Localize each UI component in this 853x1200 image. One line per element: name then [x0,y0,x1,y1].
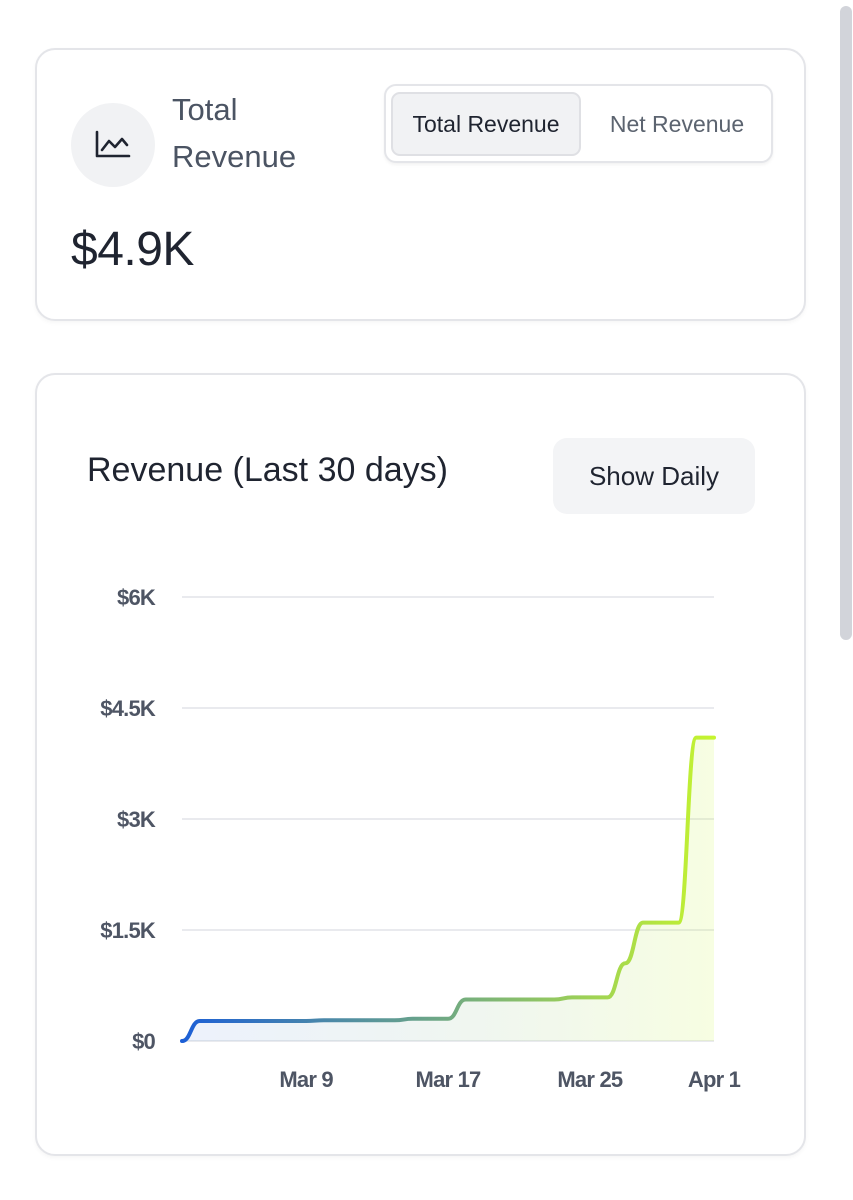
y-tick-label: $4.5K [100,696,156,721]
total-revenue-card: Total Revenue $4.9K Total Revenue Net Re… [35,48,806,321]
x-tick-label: Apr 1 [688,1067,741,1092]
revenue-line [180,735,716,1043]
x-tick-label: Mar 9 [279,1067,333,1092]
y-tick-label: $3K [117,807,156,832]
y-tick-label: $6K [117,585,156,610]
y-tick-label: $0 [132,1029,155,1054]
scrollbar-thumb[interactable] [840,6,852,640]
total-revenue-button[interactable]: Total Revenue [391,92,581,156]
show-daily-button[interactable]: Show Daily [553,438,755,514]
x-tick-label: Mar 25 [557,1067,622,1092]
revenue-area [182,737,714,1041]
revenue-chart-card: Revenue (Last 30 days) Show Daily $0 $1.5… [35,373,806,1156]
chart-title: Revenue (Last 30 days) [87,451,448,489]
net-revenue-button[interactable]: Net Revenue [609,110,745,137]
summary-title: Total Revenue [172,92,297,174]
y-tick-label: $1.5K [100,918,156,943]
revenue-chart: $0 $1.5K $3K $4.5K $6K Mar 9 Mar 17 Mar 25 Apr … [100,585,741,1092]
summary-value: $4.9K [71,223,194,276]
x-tick-label: Mar 17 [416,1067,481,1092]
revenue-type-toggle: Total Revenue Net Revenue [384,84,773,163]
line-chart-icon [71,103,155,187]
